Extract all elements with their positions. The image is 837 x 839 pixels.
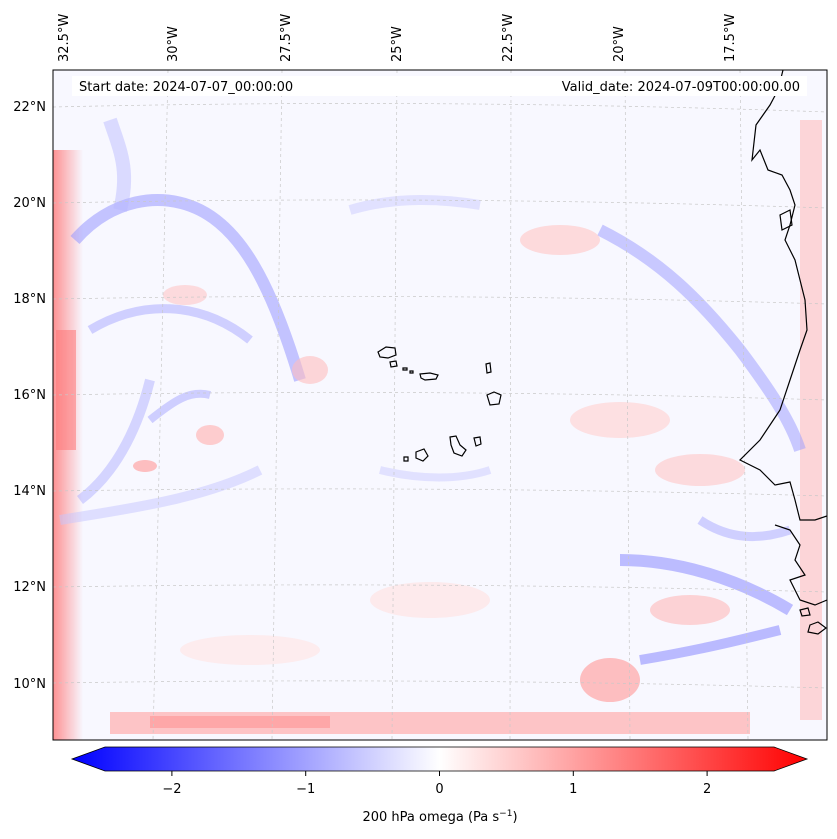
colorbar-bar [70, 746, 809, 772]
lon-label: 22.5°W [501, 14, 516, 62]
colorbar-tick-label: −1 [296, 782, 315, 797]
lon-label: 27.5°W [279, 14, 294, 62]
african-coastline [738, 70, 827, 635]
colorbar-tick-label: −2 [162, 782, 181, 797]
colorbar-tick-label: 2 [703, 782, 711, 797]
lon-label: 25°W [390, 26, 405, 62]
lat-label: 18°N [13, 292, 46, 307]
colorbar-tick-labels: −2 −1 0 1 2 [162, 782, 711, 797]
latitude-labels: 22°N 20°N 18°N 16°N 14°N 12°N 10°N [13, 100, 46, 692]
omega-field [53, 117, 822, 740]
lat-label: 20°N [13, 196, 46, 211]
lon-label: 32.5°W [57, 14, 72, 62]
lon-label: 30°W [166, 26, 181, 62]
colorbar-ticks [171, 771, 708, 776]
lat-label: 14°N [13, 484, 46, 499]
colorbar-tick-label: 1 [569, 782, 577, 797]
header-background [72, 76, 807, 96]
lat-label: 12°N [13, 580, 46, 595]
lon-label: 17.5°W [723, 14, 738, 62]
colorbar-tick-label: 0 [435, 782, 443, 797]
cape-verde-islands [377, 346, 502, 462]
colorbar-title: 200 hPa omega (Pa s−1) [362, 809, 517, 825]
lat-label: 10°N [13, 677, 46, 692]
lat-label: 16°N [13, 388, 46, 403]
lat-label: 22°N [13, 100, 46, 115]
start-date-label: Start date: 2024-07-07_00:00:00 [79, 80, 293, 95]
graticule [53, 70, 827, 740]
lon-label: 20°W [612, 26, 627, 62]
map-plot-area [53, 70, 827, 740]
valid-date-label: Valid_date: 2024-07-09T00:00:00.00 [562, 80, 800, 95]
map-frame [52, 69, 828, 741]
longitude-labels: 32.5°W 30°W 27.5°W 25°W 22.5°W 20°W 17.5… [57, 14, 738, 62]
colorbar: −2 −1 0 1 2 200 hPa omega (Pa s−1) [70, 746, 809, 825]
